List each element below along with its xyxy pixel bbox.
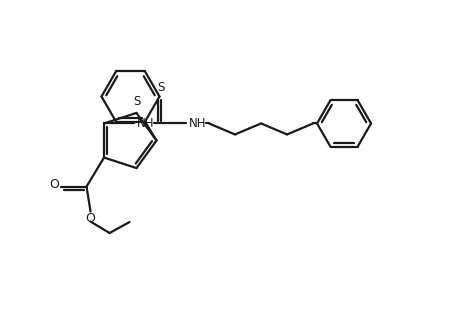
Text: O: O [49,178,59,191]
Text: S: S [133,95,141,108]
Text: S: S [157,81,165,94]
Text: NH: NH [189,117,207,130]
Text: NH: NH [137,117,154,130]
Text: O: O [86,212,96,224]
